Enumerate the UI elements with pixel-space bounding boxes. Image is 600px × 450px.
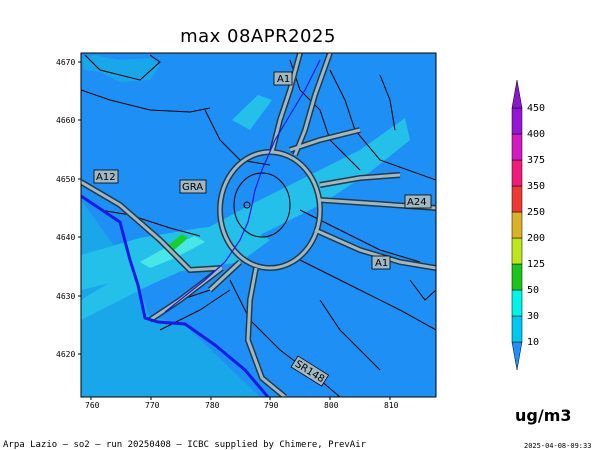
axes: 4670 4660 4650 4640 4630 4620 760 770 78…	[56, 58, 399, 410]
x-tick-label: 790	[264, 401, 279, 410]
colorbar-segment	[511, 107, 523, 135]
x-tick-label: 780	[205, 401, 220, 410]
y-tick-label: 4660	[56, 116, 75, 125]
unit-label: ug/m3	[515, 406, 572, 425]
road-label-a1-south: A1	[375, 258, 388, 269]
lake-area	[82, 55, 160, 82]
road-label-gra: GRA	[182, 182, 203, 193]
road-label-box-sr148	[290, 355, 330, 387]
colorbar-level-label: 400	[527, 129, 545, 140]
colorbar-level-label: 50	[527, 285, 539, 296]
tiber-river	[164, 59, 321, 313]
plume-band-north	[232, 95, 272, 130]
colorbar-segment	[511, 263, 523, 291]
colorbar-level-label: 250	[527, 207, 545, 218]
coastline	[81, 194, 270, 397]
run-timestamp: 2025-04-08-09:33	[524, 442, 592, 450]
x-tick-label: 770	[145, 401, 160, 410]
colorbar-level-label: 375	[527, 155, 545, 166]
road-label-a12: A12	[96, 172, 116, 183]
road-label-a1-north: A1	[277, 74, 290, 85]
colorbar-segment	[511, 315, 523, 343]
colorbar-segment	[511, 237, 523, 265]
footer-credits: Arpa Lazio — so2 — run 20250408 — ICBC s…	[3, 440, 367, 450]
y-tick-label: 4670	[56, 58, 75, 67]
map-title: max 08APR2025	[180, 26, 336, 47]
colorbar-level-label: 450	[527, 103, 545, 114]
y-axis: 4670 4660 4650 4640 4630 4620	[56, 58, 81, 359]
road-label-box-gra	[179, 179, 207, 194]
x-axis: 760 770 780 790 800 810	[85, 397, 399, 410]
y-tick-label: 4650	[56, 175, 75, 184]
colorbar-level-label: 200	[527, 233, 545, 244]
contour-lines	[81, 54, 436, 397]
map-frame	[80, 52, 437, 398]
sea-area	[81, 200, 260, 397]
colorbar-segment	[511, 185, 523, 213]
colorbar-segment	[511, 159, 523, 187]
road-label-box-a12	[93, 169, 119, 184]
colorbar-segment	[511, 211, 523, 239]
colorbar-level-label: 10	[527, 337, 539, 348]
road-label-a24: A24	[407, 197, 427, 208]
colorbar: 10 30 50 125 200 250 350 375 400 450	[511, 79, 545, 371]
map-field	[81, 53, 436, 397]
x-tick-label: 810	[384, 401, 399, 410]
colorbar-level-label: 125	[527, 259, 545, 270]
colorbar-segment	[511, 133, 523, 161]
y-tick-label: 4620	[56, 350, 75, 359]
colorbar-level-label: 350	[527, 181, 545, 192]
road-label-box-a1-south	[371, 255, 391, 270]
colorbar-upper-cap	[511, 79, 523, 109]
x-tick-label: 800	[324, 401, 339, 410]
colorbar-lower-cap	[511, 341, 523, 371]
y-tick-label: 4640	[56, 233, 75, 242]
x-tick-label: 760	[85, 401, 100, 410]
y-tick-label: 4630	[56, 292, 75, 301]
colorbar-segment	[511, 289, 523, 317]
road-label-box-a1-north	[273, 71, 293, 86]
colorbar-level-label: 30	[527, 311, 539, 322]
road-label-box-a24	[404, 194, 432, 209]
